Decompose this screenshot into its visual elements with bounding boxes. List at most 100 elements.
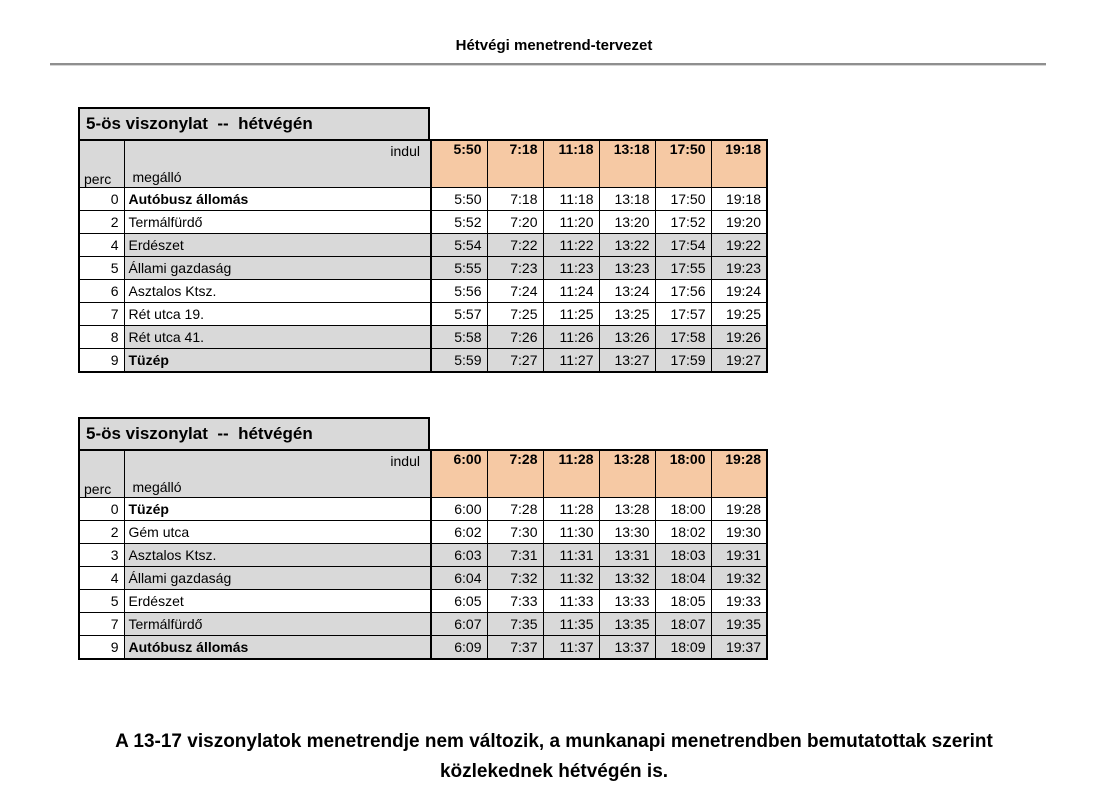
stop-name-cell: Autóbusz állomás <box>123 187 432 211</box>
time-cell: 13:20 <box>598 210 656 234</box>
time-cell: 19:23 <box>710 256 768 280</box>
time-cell: 7:30 <box>486 520 544 544</box>
time-cell: 19:31 <box>710 543 768 567</box>
time-cell: 6:02 <box>430 520 488 544</box>
timetable-return-direction: 5-ös viszonylat -- hétvégén perc indul megá… <box>78 417 768 660</box>
stop-name-cell: Rét utca 19. <box>123 302 432 326</box>
time-cell: 5:58 <box>430 325 488 349</box>
time-cell: 11:22 <box>542 233 600 257</box>
time-cell: 19:33 <box>710 589 768 613</box>
stop-name-cell: Termálfürdő <box>123 210 432 234</box>
time-cell: 13:27 <box>598 348 656 372</box>
time-cell: 7:25 <box>486 302 544 326</box>
stop-row: 5 Erdészet 6:05 7:33 11:33 13:33 18:05 19:33 <box>78 589 768 613</box>
departure-time-header: 11:28 <box>542 449 600 498</box>
time-cell: 5:59 <box>430 348 488 372</box>
stop-name-cell: Termálfürdő <box>123 612 432 636</box>
time-cell: 5:56 <box>430 279 488 303</box>
perc-cell: 2 <box>78 520 125 544</box>
stop-name-cell: Erdészet <box>123 233 432 257</box>
stop-name-cell: Autóbusz állomás <box>123 635 432 659</box>
time-cell: 18:00 <box>654 497 712 521</box>
stop-row: 2 Termálfürdő 5:52 7:20 11:20 13:20 17:52 19:20 <box>78 210 768 234</box>
time-cell: 13:35 <box>598 612 656 636</box>
time-cell: 6:03 <box>430 543 488 567</box>
stop-name-cell: Tüzép <box>123 497 432 521</box>
indul-label: indul <box>390 143 420 159</box>
time-cell: 11:33 <box>542 589 600 613</box>
time-cell: 11:31 <box>542 543 600 567</box>
departure-time-header: 19:18 <box>710 139 768 188</box>
time-cell: 19:25 <box>710 302 768 326</box>
time-cell: 11:20 <box>542 210 600 234</box>
perc-cell: 6 <box>78 279 125 303</box>
time-cell: 5:57 <box>430 302 488 326</box>
stop-row: 8 Rét utca 41. 5:58 7:26 11:26 13:26 17:58 19:2… <box>78 325 768 349</box>
perc-cell: 8 <box>78 325 125 349</box>
time-cell: 7:23 <box>486 256 544 280</box>
stop-row: 0 Tüzép 6:00 7:28 11:28 13:28 18:00 19:28 <box>78 497 768 521</box>
time-cell: 7:37 <box>486 635 544 659</box>
perc-cell: 5 <box>78 589 125 613</box>
time-cell: 17:50 <box>654 187 712 211</box>
timetable-morning-direction: 5-ös viszonylat -- hétvégén perc indul megá… <box>78 107 768 373</box>
page-title: Hétvégi menetrend-tervezet <box>455 37 653 54</box>
stop-header-inner: indul megálló <box>129 451 426 497</box>
perc-cell: 3 <box>78 543 125 567</box>
time-cell: 7:31 <box>486 543 544 567</box>
stop-name-cell: Gém utca <box>123 520 432 544</box>
time-cell: 13:33 <box>598 589 656 613</box>
stop-row: 9 Tüzép 5:59 7:27 11:27 13:27 17:59 19:27 <box>78 348 768 372</box>
perc-cell: 0 <box>78 497 125 521</box>
time-cell: 13:32 <box>598 566 656 590</box>
stop-name-cell: Asztalos Ktsz. <box>123 543 432 567</box>
departure-time-header: 6:00 <box>430 449 488 498</box>
stop-column-header: indul megálló <box>123 449 432 498</box>
time-cell: 7:28 <box>486 497 544 521</box>
time-cell: 19:22 <box>710 233 768 257</box>
time-cell: 17:57 <box>654 302 712 326</box>
time-cell: 11:23 <box>542 256 600 280</box>
time-cell: 11:32 <box>542 566 600 590</box>
perc-cell: 0 <box>78 187 125 211</box>
perc-cell: 7 <box>78 612 125 636</box>
time-cell: 18:02 <box>654 520 712 544</box>
time-cell: 7:18 <box>486 187 544 211</box>
stop-row: 9 Autóbusz állomás 6:09 7:37 11:37 13:37 18:09… <box>78 635 768 659</box>
time-cell: 7:33 <box>486 589 544 613</box>
time-cell: 5:54 <box>430 233 488 257</box>
departure-time-header: 13:28 <box>598 449 656 498</box>
time-cell: 17:56 <box>654 279 712 303</box>
stop-name-cell: Tüzép <box>123 348 432 372</box>
stop-column-header: indul megálló <box>123 139 432 188</box>
stop-row: 7 Termálfürdő 6:07 7:35 11:35 13:35 18:07 19:35 <box>78 612 768 636</box>
time-cell: 13:22 <box>598 233 656 257</box>
time-cell: 19:37 <box>710 635 768 659</box>
stop-row: 3 Asztalos Ktsz. 6:03 7:31 11:31 13:31 18:03 19… <box>78 543 768 567</box>
stop-row: 2 Gém utca 6:02 7:30 11:30 13:30 18:02 19:30 <box>78 520 768 544</box>
time-cell: 11:26 <box>542 325 600 349</box>
departure-time-header: 11:18 <box>542 139 600 188</box>
time-cell: 6:05 <box>430 589 488 613</box>
time-cell: 5:52 <box>430 210 488 234</box>
time-cell: 13:37 <box>598 635 656 659</box>
time-cell: 7:22 <box>486 233 544 257</box>
time-cell: 7:24 <box>486 279 544 303</box>
time-cell: 17:55 <box>654 256 712 280</box>
perc-column-header: perc <box>78 139 125 188</box>
stop-row: 4 Erdészet 5:54 7:22 11:22 13:22 17:54 19:22 <box>78 233 768 257</box>
perc-cell: 4 <box>78 233 125 257</box>
time-cell: 19:18 <box>710 187 768 211</box>
footer-note: A 13-17 viszonylatok menetrendje nem vál… <box>0 727 1108 787</box>
route-title: 5-ös viszonylat -- hétvégén <box>78 107 430 139</box>
time-cell: 13:23 <box>598 256 656 280</box>
time-cell: 19:28 <box>710 497 768 521</box>
perc-cell: 2 <box>78 210 125 234</box>
time-cell: 17:54 <box>654 233 712 257</box>
departure-time-header: 7:18 <box>486 139 544 188</box>
time-cell: 11:27 <box>542 348 600 372</box>
stop-name-cell: Erdészet <box>123 589 432 613</box>
footer-note-line1: A 13-17 viszonylatok menetrendje nem vál… <box>115 731 993 752</box>
time-cell: 13:18 <box>598 187 656 211</box>
